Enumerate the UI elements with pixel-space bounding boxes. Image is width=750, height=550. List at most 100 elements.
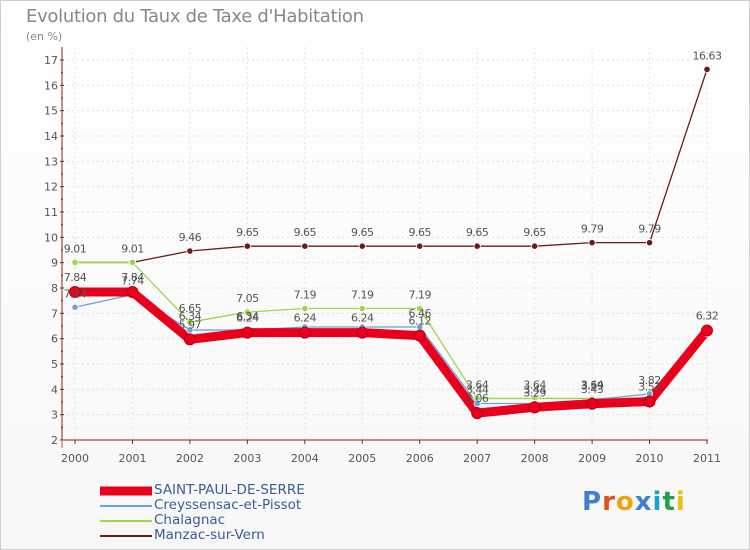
x-tick-label: 2010 xyxy=(636,452,664,465)
y-tick-label: 5 xyxy=(51,358,58,371)
legend-swatch-creyssensac xyxy=(100,505,152,507)
point-saint-paul xyxy=(701,324,713,337)
x-tick-label: 2009 xyxy=(578,452,606,465)
point-manzac xyxy=(358,242,366,250)
point-saint-paul xyxy=(298,326,311,339)
data-label-chalagnac: 3.64 xyxy=(581,378,604,391)
legend-swatch-chalagnac xyxy=(100,520,152,522)
point-saint-paul xyxy=(183,333,196,346)
data-label-manzac: 9.01 xyxy=(121,242,144,255)
data-label-creyssensac: 7.74 xyxy=(121,275,144,288)
data-label-manzac: 9.65 xyxy=(408,226,431,239)
data-label-saint-paul: 3.06 xyxy=(466,392,489,405)
data-label-manzac: 9.65 xyxy=(351,226,374,239)
data-label-saint-paul: 3.52 xyxy=(638,380,661,393)
data-label-chalagnac: 3.64 xyxy=(523,378,546,391)
y-tick-label: 16 xyxy=(44,79,58,92)
point-saint-paul xyxy=(643,395,656,408)
logo-letter: t xyxy=(662,487,676,517)
legend-swatch-saint-paul xyxy=(100,486,152,496)
data-label-saint-paul: 3.43 xyxy=(581,383,604,396)
point-manzac xyxy=(416,242,424,250)
y-tick-label: 8 xyxy=(51,282,58,295)
series-line-manzac xyxy=(74,68,708,264)
point-chalagnac xyxy=(186,318,194,326)
legend-item-manzac: Manzac-sur-Vern xyxy=(100,528,305,543)
data-label-creyssensac: 6.34 xyxy=(236,310,259,323)
grid-lines xyxy=(62,47,708,441)
data-label-chalagnac: 7.19 xyxy=(294,289,317,302)
legend: SAINT-PAUL-DE-SERRE Creyssensac-et-Pisso… xyxy=(100,483,305,543)
point-chalagnac xyxy=(358,304,366,313)
data-label-manzac: 9.79 xyxy=(638,223,661,236)
data-label-saint-paul: 6.24 xyxy=(351,312,374,325)
data-label-saint-paul: 7.84 xyxy=(121,271,144,284)
point-saint-paul xyxy=(126,286,139,299)
point-creyssensac xyxy=(186,326,194,334)
data-label-chalagnac: 7.19 xyxy=(408,289,431,302)
point-chalagnac xyxy=(243,308,251,316)
legend-label-saint-paul: SAINT-PAUL-DE-SERRE xyxy=(154,482,305,498)
series-points xyxy=(69,65,713,420)
y-tick-label: 12 xyxy=(44,181,58,194)
proxiti-logo: Proxiti xyxy=(582,487,686,517)
data-label-manzac: 9.65 xyxy=(523,226,546,239)
data-label-manzac: 9.01 xyxy=(64,242,87,255)
point-chalagnac xyxy=(128,258,137,267)
series-line-saint-paul xyxy=(70,287,712,418)
data-label-saint-paul: 6.32 xyxy=(696,310,719,323)
data-label-saint-paul: 3.29 xyxy=(523,386,546,399)
data-label-creyssensac: 6.34 xyxy=(179,310,202,323)
point-manzac xyxy=(703,65,711,73)
y-tick-label: 10 xyxy=(44,231,58,244)
logo-letter: r xyxy=(602,487,616,517)
logo-letter: i xyxy=(652,487,663,517)
y-tick-label: 4 xyxy=(51,383,58,396)
data-label-chalagnac: 7.05 xyxy=(236,292,259,305)
data-label-manzac: 9.46 xyxy=(179,231,202,244)
data-label-creyssensac: 3.44 xyxy=(523,384,546,397)
point-manzac xyxy=(588,239,596,247)
data-label-chalagnac: 3.64 xyxy=(466,378,489,391)
y-tick-label: 2 xyxy=(51,434,58,447)
point-chalagnac xyxy=(416,304,424,313)
x-tick-label: 2001 xyxy=(118,452,146,465)
legend-label-creyssensac: Creyssensac-et-Pissot xyxy=(154,497,302,513)
series-line-creyssensac xyxy=(74,293,708,405)
axes: 2 3 4 5 6 7 8 9 10 11 12 13 14 15 16 17 2000 2001 2002 2003… xyxy=(44,47,721,465)
point-saint-paul xyxy=(471,407,484,420)
data-label-saint-paul: 6.12 xyxy=(408,315,431,328)
point-chalagnac xyxy=(71,258,79,267)
data-label-creyssensac: 6.46 xyxy=(408,307,431,320)
data-label-manzac: 9.65 xyxy=(466,226,489,239)
y-tick-label: 6 xyxy=(51,333,58,346)
y-tick-label: 17 xyxy=(44,54,58,67)
y-tick-label: 3 xyxy=(51,409,58,422)
y-tick-label: 7 xyxy=(51,307,58,320)
y-tick-label: 14 xyxy=(44,130,58,143)
y-tick-label: 11 xyxy=(44,206,58,219)
data-labels: 7.84 7.84 5.97 6.24 6.24 6.24 6.12 3.06 3.29 3.43… xyxy=(64,49,723,405)
y-axis-unit: (en %) xyxy=(26,30,63,43)
x-tick-label: 2000 xyxy=(61,452,89,465)
point-manzac xyxy=(473,242,481,250)
logo-letter: i xyxy=(675,487,686,517)
point-chalagnac xyxy=(301,304,309,313)
data-label-saint-paul: 7.84 xyxy=(64,271,87,284)
legend-item-creyssensac: Creyssensac-et-Pissot xyxy=(100,498,305,513)
logo-letter: o xyxy=(615,487,635,517)
y-tick-label: 9 xyxy=(51,257,58,270)
data-label-saint-paul: 5.97 xyxy=(179,318,202,331)
legend-swatch-manzac xyxy=(100,535,152,537)
point-creyssensac xyxy=(71,303,79,311)
legend-item-saint-paul: SAINT-PAUL-DE-SERRE xyxy=(100,483,305,498)
data-label-creyssensac: 7.24 xyxy=(64,287,87,300)
point-manzac xyxy=(645,239,654,247)
data-label-saint-paul: 6.24 xyxy=(294,312,317,325)
x-tick-label: 2007 xyxy=(463,452,491,465)
data-label-manzac: 16.63 xyxy=(693,49,722,62)
x-tick-label: 2003 xyxy=(233,452,261,465)
point-manzac xyxy=(243,242,251,250)
data-label-manzac: 9.79 xyxy=(581,223,604,236)
point-manzac xyxy=(301,242,309,250)
